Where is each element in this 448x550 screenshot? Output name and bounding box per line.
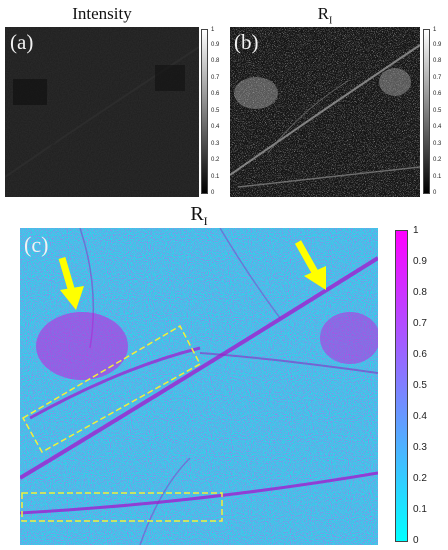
colorbar-b-tick: 0 [433, 190, 437, 196]
colorbar-c-tick: 0.4 [413, 411, 427, 422]
colorbar-a-tick: 0.7 [211, 74, 220, 81]
colorbar-b-tick: 0.8 [433, 58, 442, 64]
colorbar-b-tick: 0.4 [433, 124, 442, 130]
colorbar-a [201, 29, 208, 194]
colorbar-a-tick: 0.3 [211, 140, 220, 147]
colorbar-c [395, 230, 408, 542]
colorbar-c-tick: 1 [413, 225, 419, 236]
panel-b-label: (b) [234, 30, 259, 54]
colorbar-c-ticks: 1 0.9 0.8 0.7 0.6 0.5 0.4 0.3 0.2 0.1 0 [413, 225, 443, 547]
colorbar-b [423, 29, 430, 194]
colorbar-a-tick: 0.9 [211, 41, 220, 48]
colorbar-a-ticks: 1 0.9 0.8 0.7 0.6 0.5 0.4 0.3 0.2 0.1 0 [211, 27, 225, 197]
colorbar-b-tick: 0.1 [433, 173, 442, 180]
colorbar-b-tick: 1 [433, 27, 437, 33]
colorbar-a-tick: 0.2 [211, 157, 220, 163]
dashed-box-diagonal [21, 324, 202, 454]
colorbar-c-tick: 0.7 [413, 318, 427, 329]
colorbar-b-tick: 0.2 [433, 157, 442, 163]
panel-c-label: (c) [24, 232, 49, 257]
colorbar-a-tick: 0.5 [211, 107, 220, 114]
colorbar-a-tick: 0.6 [211, 91, 220, 97]
colorbar-b-tick: 0.5 [433, 107, 442, 114]
colorbar-a-tick: 0.1 [211, 173, 220, 180]
colorbar-c-tick: 0 [413, 535, 419, 546]
colorbar-a-tick: 0.4 [211, 124, 220, 130]
colorbar-a-tick: 0 [211, 190, 215, 196]
colorbar-c-tick: 0.8 [413, 287, 427, 298]
colorbar-a-tick: 0.8 [211, 58, 220, 64]
panel-a-title: Intensity [72, 4, 132, 23]
panel-b-title: RI [317, 4, 333, 27]
panel-c-image [20, 228, 378, 545]
colorbar-b-tick: 0.7 [433, 74, 442, 81]
colorbar-c-tick: 0.9 [413, 256, 427, 267]
colorbar-a-tick: 1 [211, 27, 215, 33]
panel-b-image [230, 27, 420, 197]
colorbar-c-tick: 0.2 [413, 473, 427, 484]
panel-c-title: RI [190, 203, 208, 228]
panel-a-image [5, 27, 199, 197]
colorbar-b-tick: 0.6 [433, 91, 442, 97]
arrow-left [58, 257, 84, 310]
colorbar-b-ticks: 1 0.9 0.8 0.7 0.6 0.5 0.4 0.3 0.2 0.1 0 [433, 27, 447, 197]
colorbar-c-tick: 0.6 [413, 349, 427, 360]
colorbar-c-tick: 0.3 [413, 442, 427, 453]
colorbar-b-tick: 0.9 [433, 41, 442, 48]
dashed-box-horizontal [21, 492, 223, 522]
colorbar-c-tick: 0.1 [413, 504, 427, 515]
arrow-right [294, 240, 326, 290]
colorbar-b-tick: 0.3 [433, 140, 442, 147]
panel-a-label: (a) [10, 30, 34, 54]
colorbar-c-tick: 0.5 [413, 380, 427, 391]
